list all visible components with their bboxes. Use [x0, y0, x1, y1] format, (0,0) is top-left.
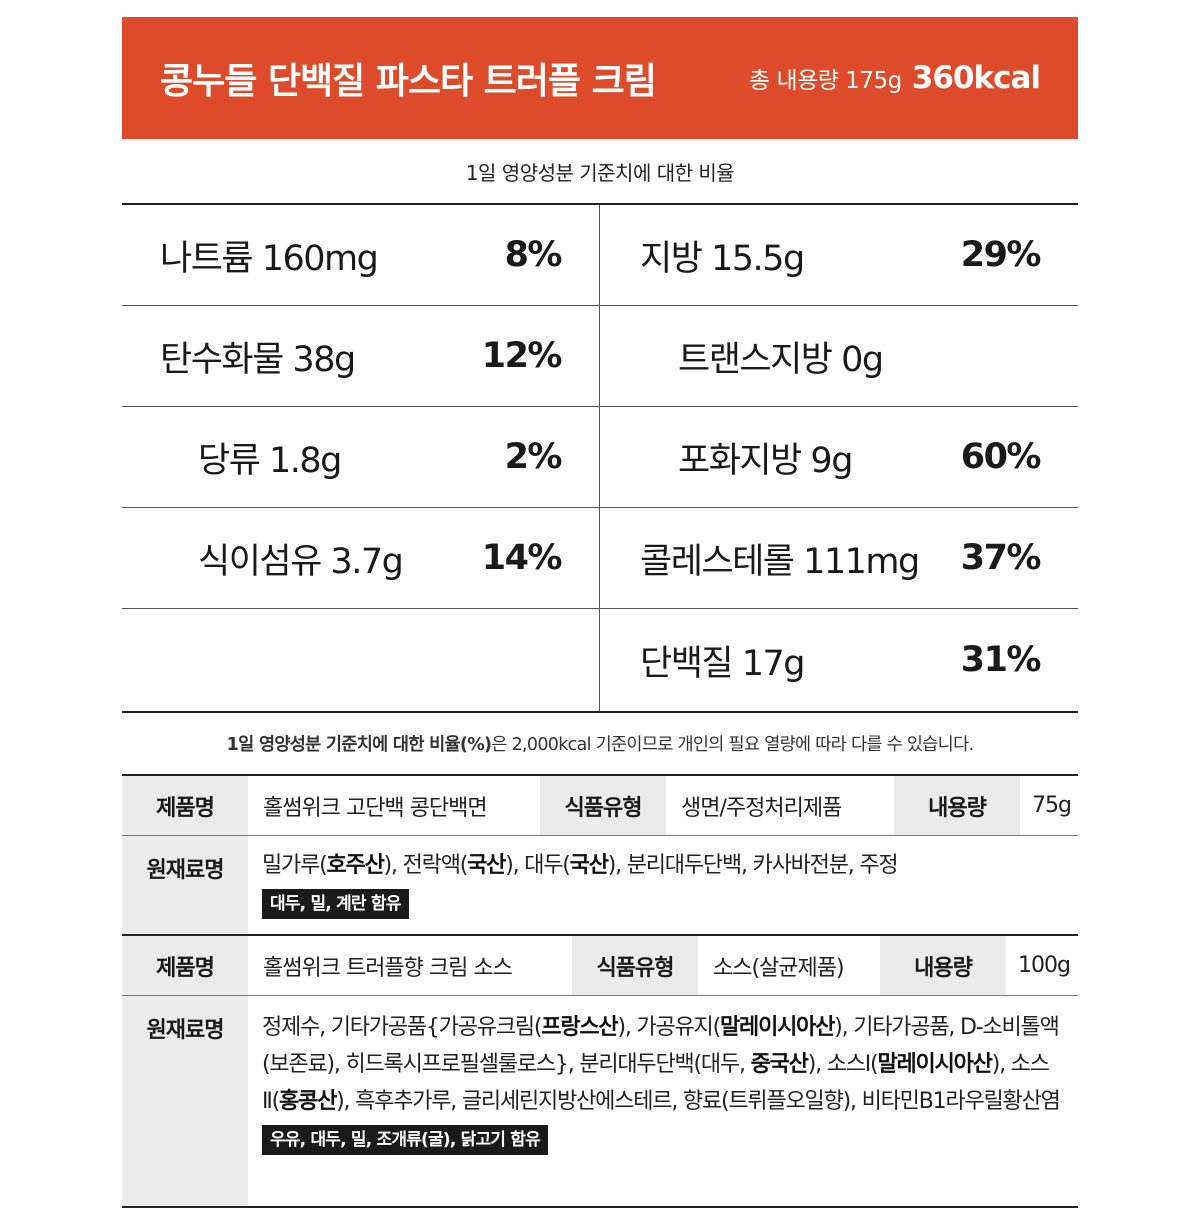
nutrient-label: 지방 15.5g	[640, 238, 805, 279]
nutrient-label: 식이섬유 3.7g	[198, 541, 404, 582]
nutrient-percent: 60%	[960, 437, 1042, 477]
product-name: 홀썸위크 고단백 콩단백면	[263, 795, 488, 821]
product-info-row: 제품명 홀썸위크 고단백 콩단백면 식품유형 생면/주정처리제품 내용량 75g	[122, 776, 1078, 836]
nutrient-label: 트랜스지방 0g	[678, 339, 884, 380]
nutrient-sugar: 당류 1.8g 2%	[122, 407, 600, 508]
nutrient-percent: 37%	[960, 538, 1042, 578]
ingredients-row: 원재료명 정제수, 기타가공품{가공유크림(프랑스산), 가공유지(말레이시아산…	[122, 996, 1078, 1208]
ingredient-text: ), 기타가공품, D-소비톨액(보존료), 히드록시프로필셀룰로스}, 분리대…	[262, 1015, 1060, 1077]
food-type: 소스(살균제품)	[713, 955, 845, 981]
ingredient-origin: 국산	[467, 853, 506, 878]
nutrient-percent: 8%	[504, 235, 563, 275]
nutrient-label: 포화지방 9g	[678, 440, 853, 481]
ingredient-origin: 프랑스산	[541, 1015, 618, 1040]
ingredient-text: ), 대두(	[505, 853, 571, 878]
nutrient-percent: 2%	[504, 437, 563, 477]
product-meta: 총 내용량 175g 360kcal	[748, 60, 1041, 96]
ingredient-origin: 홍콩산	[279, 1089, 337, 1114]
nutrition-label: 콩누들 단백질 파스타 트러플 크림 총 내용량 175g 360kcal 1일…	[122, 17, 1078, 1208]
content-amount-label: 내용량	[894, 776, 1020, 835]
content-amount: 75g	[1032, 793, 1072, 818]
nutrient-grid: 나트륨 160mg 8% 지방 15.5g 29% 탄수화물 38g 12% 트…	[122, 203, 1078, 713]
footnote-text: 은 2,000kcal 기준이므로 개인의 필요 열량에 따라 다를 수 있습니…	[491, 735, 974, 755]
content-amount-label: 내용량	[880, 936, 1006, 995]
ingredient-text: 정제수, 기타가공품{가공유크림(	[262, 1015, 542, 1040]
product-name: 홀썸위크 트러플향 크림 소스	[263, 955, 513, 981]
nutrient-saturated-fat: 포화지방 9g 60%	[600, 407, 1078, 508]
nutrient-cholesterol: 콜레스테롤 111mg 37%	[600, 508, 1078, 609]
daily-value-footnote: 1일 영양성분 기준치에 대한 비율(%) 은 2,000kcal 기준이므로 개…	[122, 713, 1078, 774]
nutrient-protein: 단백질 17g 31%	[600, 609, 1078, 711]
product-title: 콩누들 단백질 파스타 트러플 크림	[160, 61, 657, 102]
ingredients-label: 원재료명	[122, 836, 248, 934]
nutrient-carbs: 탄수화물 38g 12%	[122, 306, 600, 407]
ingredients-text: 밀가루(호주산), 전락액(국산), 대두(국산), 분리대두단백, 카사바전분…	[248, 836, 1078, 934]
product-info-noodle: 제품명 홀썸위크 고단백 콩단백면 식품유형 생면/주정처리제품 내용량 75g…	[122, 774, 1078, 1208]
ingredient-origin: 호주산	[326, 853, 385, 878]
ingredient-text: ), 가공유지(	[617, 1015, 721, 1040]
product-name-label: 제품명	[122, 776, 248, 835]
total-amount: 총 내용량 175g	[748, 68, 902, 94]
nutrient-label: 단백질 17g	[640, 643, 805, 684]
calories: 360kcal	[911, 60, 1041, 96]
product-header: 콩누들 단백질 파스타 트러플 크림 총 내용량 175g 360kcal	[122, 17, 1078, 139]
content-amount: 100g	[1018, 953, 1071, 978]
nutrient-label: 당류 1.8g	[198, 440, 342, 481]
ingredient-text: ), 소스Ⅱ(	[262, 1052, 1050, 1114]
nutrient-fiber: 식이섬유 3.7g 14%	[122, 508, 600, 609]
ingredients-text: 정제수, 기타가공품{가공유크림(프랑스산), 가공유지(말레이시아산), 기타…	[248, 996, 1078, 1206]
product-info-row: 제품명 홀썸위크 트러플향 크림 소스 식품유형 소스(살균제품) 내용량 10…	[122, 936, 1078, 996]
ingredient-text: ), 분리대두단백, 카사바전분, 주정	[607, 853, 899, 878]
daily-value-caption: 1일 영양성분 기준치에 대한 비율	[465, 160, 735, 185]
ingredient-text: ), 소스Ⅰ(	[807, 1052, 879, 1077]
footnote-bold: 1일 영양성분 기준치에 대한 비율(%)	[226, 735, 492, 755]
ingredient-origin: 말레이시아산	[719, 1015, 835, 1040]
nutrient-percent: 29%	[960, 235, 1042, 275]
ingredient-text: 밀가루(	[262, 853, 328, 878]
food-type: 생면/주정처리제품	[681, 795, 842, 821]
food-type-label: 식품유형	[572, 936, 698, 995]
allergen-badge: 우유, 대두, 밀, 조개류(굴), 닭고기 함유	[262, 1125, 548, 1155]
nutrient-percent: 12%	[481, 336, 563, 376]
ingredient-origin: 중국산	[750, 1052, 809, 1077]
ingredients-label: 원재료명	[122, 996, 248, 1206]
nutrient-percent: 31%	[960, 640, 1042, 680]
food-type-label: 식품유형	[540, 776, 666, 835]
ingredient-text: ), 전락액(	[383, 853, 469, 878]
nutrient-label: 나트륨 160mg	[160, 238, 379, 279]
nutrient-trans-fat: 트랜스지방 0g	[600, 306, 1078, 407]
nutrient-empty-cell	[122, 609, 600, 711]
nutrient-percent: 14%	[481, 538, 563, 578]
ingredients-row: 원재료명 밀가루(호주산), 전락액(국산), 대두(국산), 분리대두단백, …	[122, 836, 1078, 936]
ingredient-origin: 국산	[569, 853, 609, 878]
nutrient-label: 탄수화물 38g	[160, 339, 356, 380]
product-name-label: 제품명	[122, 936, 248, 995]
ingredient-origin: 말레이시아산	[877, 1052, 992, 1077]
nutrient-sodium: 나트륨 160mg 8%	[122, 205, 600, 306]
nutrient-label: 콜레스테롤 111mg	[640, 541, 920, 582]
ingredient-text: ), 흑후추가루, 글리세린지방산에스테르, 향료(트뤼플오일향), 비타민B1…	[336, 1089, 1061, 1114]
nutrient-fat: 지방 15.5g 29%	[600, 205, 1078, 306]
allergen-badge: 대두, 밀, 계란 함유	[262, 889, 409, 919]
